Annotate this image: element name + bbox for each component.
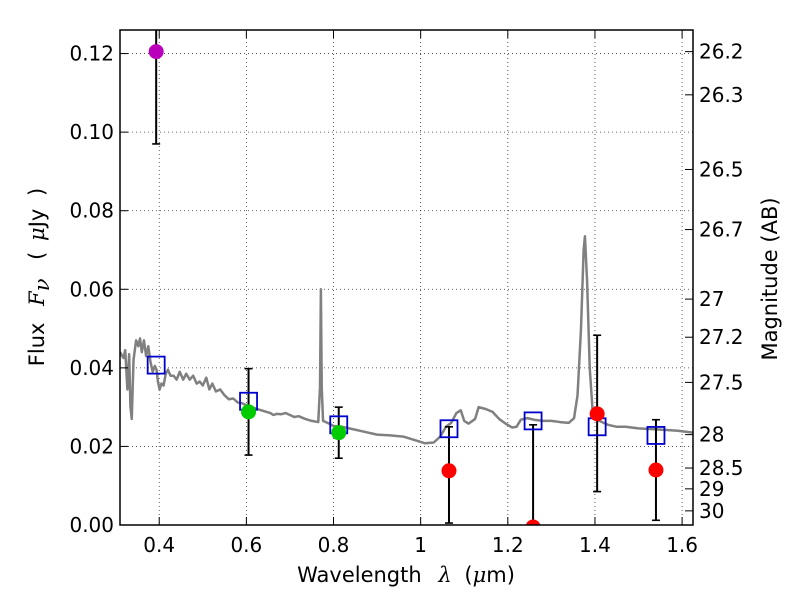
observed-flux-point: [648, 462, 664, 478]
right-axis-label: Magnitude (AB): [758, 197, 782, 360]
y-label-close: ): [25, 188, 49, 196]
x-tick-label: 1.2: [492, 533, 524, 557]
y-tick-label: 0.12: [69, 42, 114, 66]
right-tick-label: 27.2: [699, 325, 744, 349]
x-tick-label: 0.4: [143, 533, 175, 557]
observed-flux-point: [148, 44, 164, 60]
model-flux-square: [523, 411, 543, 431]
x-axis-label: Wavelength λ (μm): [297, 563, 515, 587]
observed-flux-point: [589, 406, 605, 422]
right-tick-label: 26.3: [699, 83, 744, 107]
grid: [120, 30, 693, 526]
observed-flux-point: [441, 463, 457, 479]
right-tick-label: 26.2: [699, 40, 744, 64]
right-tick-label: 27.5: [699, 370, 744, 394]
right-tick-label: 30: [699, 499, 724, 523]
right-tick-label: 29: [699, 477, 724, 501]
model-sed-line: [120, 235, 693, 445]
x-tick-label: 0.6: [230, 533, 262, 557]
right-tick-label: 26.7: [699, 218, 744, 242]
right-tick-label: 26.5: [699, 157, 744, 181]
x-label-prefix: Wavelength: [297, 563, 422, 587]
y-tick-label: 0.06: [69, 277, 114, 301]
x-label-unit: m): [486, 563, 515, 587]
y-label-subscript: ν: [30, 278, 54, 291]
x-label-mu: μ: [473, 563, 487, 587]
model-flux-square: [439, 419, 459, 439]
tick-layer: 0.4 0.6 0.8 1 1.2 1.4 1.6 0.00 0.02 0.04 0.06 0.08 0…: [69, 30, 744, 557]
x-tick-label: 1.6: [666, 533, 698, 557]
y-tick-label: 0.08: [69, 199, 114, 223]
right-tick-label: 27: [699, 287, 724, 311]
y-tick-label: 0.04: [69, 356, 114, 380]
y-tick-label: 0.10: [69, 120, 114, 144]
x-label-open: (: [464, 563, 472, 587]
x-tick-label: 1: [414, 533, 427, 557]
y-label-prefix: Flux: [25, 323, 49, 367]
observed-flux-point: [525, 519, 541, 525]
observed-flux-point: [331, 425, 347, 441]
x-tick-label: 1.4: [579, 533, 611, 557]
x-tick-label: 0.8: [318, 533, 350, 557]
error-bar-layer: [152, 30, 660, 525]
marker-layer: [146, 44, 666, 525]
model-flux-square: [146, 355, 166, 375]
y-tick-label: 0.02: [69, 434, 114, 458]
x-label-symbol: λ: [437, 563, 451, 587]
sed-line-layer: [120, 235, 693, 445]
model-flux-square: [646, 426, 666, 445]
plot-frame: [119, 29, 694, 526]
y-axis-label: Flux Fν ( μJy ): [25, 188, 54, 366]
right-tick-label: 28: [699, 423, 724, 447]
observed-flux-point: [241, 404, 257, 420]
y-tick-label: 0.00: [69, 513, 114, 537]
right-tick-label: 28.5: [699, 456, 744, 480]
y-label-unit: Jy: [25, 209, 49, 230]
y-label-mu: μ: [25, 227, 49, 241]
y-label-symbol: F: [25, 290, 49, 307]
y-label-open: (: [25, 252, 49, 260]
